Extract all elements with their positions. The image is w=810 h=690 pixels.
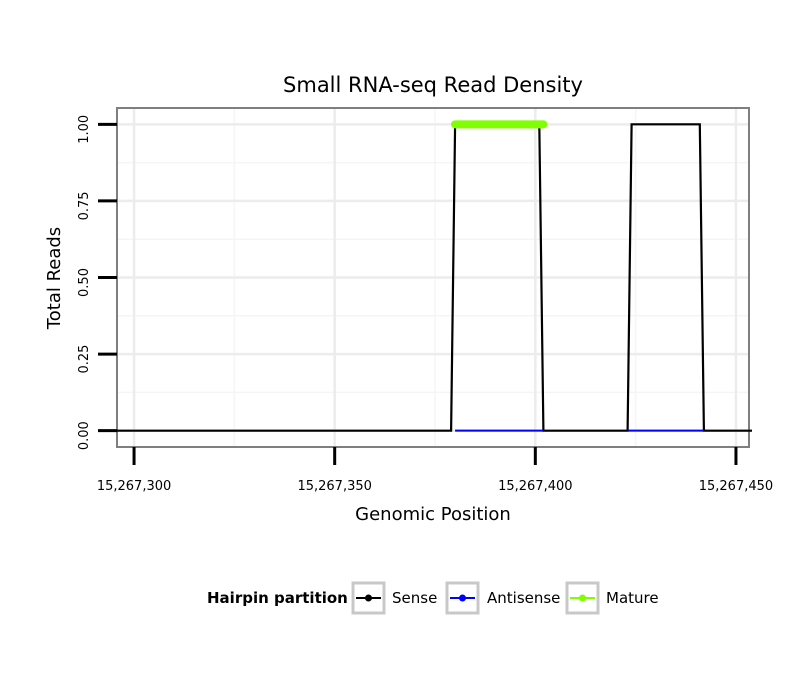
axis-layer: 0.00 0.25 0.50 0.75 1.00 15,267,300 15,267,350…	[77, 115, 773, 494]
legend-label-sense: Sense	[392, 589, 437, 607]
x-tick-label: 15,267,350	[297, 479, 371, 494]
y-tick-label: 0.25	[77, 345, 92, 374]
legend-point-mature	[579, 594, 586, 602]
chart-title: Small RNA-seq Read Density	[283, 73, 583, 97]
x-axis-label: Genomic Position	[355, 504, 511, 525]
legend: Hairpin partition Sense Antisense Mature	[207, 581, 659, 615]
series-layer	[110, 120, 752, 432]
legend-title: Hairpin partition	[207, 589, 348, 607]
x-tick-label: 15,267,400	[498, 479, 572, 494]
x-tick-label: 15,267,300	[97, 479, 171, 494]
legend-label-mature: Mature	[606, 589, 659, 607]
grid-lines	[118, 109, 748, 446]
y-tick-label: 1.00	[77, 115, 92, 144]
y-tick-label: 0.50	[77, 268, 92, 297]
legend-point-sense	[365, 594, 372, 602]
y-tick-label: 0.75	[77, 191, 92, 220]
sense-series-line	[110, 123, 752, 432]
legend-point-antisense	[459, 594, 466, 602]
y-axis-label: Total Reads	[44, 227, 65, 330]
x-tick-label: 15,267,450	[699, 479, 773, 494]
y-tick-label: 0.00	[77, 421, 92, 450]
legend-label-antisense: Antisense	[487, 589, 560, 607]
